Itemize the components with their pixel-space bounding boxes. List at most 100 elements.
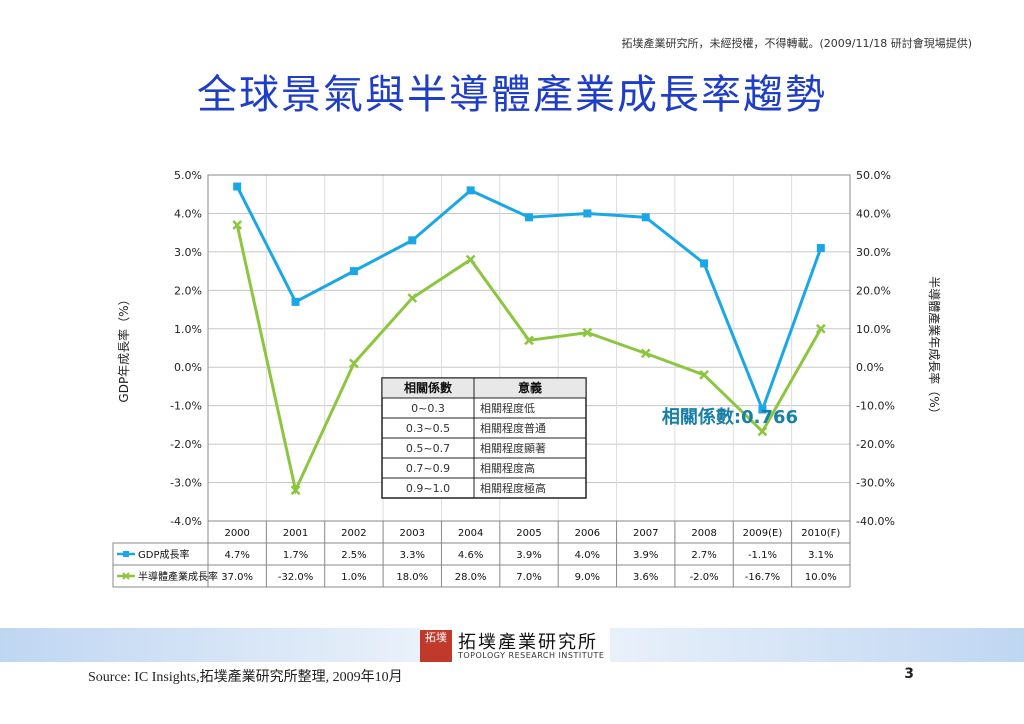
gdp-point [408, 236, 417, 245]
semiconductor-point [232, 220, 243, 230]
page-number: 3 [904, 666, 914, 682]
gdp-point [816, 244, 825, 253]
semiconductor-point [407, 293, 418, 303]
gdp-point [700, 259, 709, 268]
logo-mark: 拓墣 [420, 630, 452, 662]
data-label: 3.9% [516, 550, 541, 561]
semiconductor-point [699, 370, 709, 380]
data-label: 3.1% [808, 550, 833, 561]
semiconductor-point [582, 327, 593, 338]
x-category-label: 2000 [224, 528, 249, 539]
logo-name-en: TOPOLOGY RESEARCH INSTITUTE [458, 651, 605, 660]
correlation-table-cell: 相關程度極高 [480, 481, 546, 495]
data-label: 2.7% [691, 550, 716, 561]
correlation-table-cell: 0~0.3 [411, 402, 445, 415]
y-right-tick-label: 30.0% [856, 246, 891, 259]
x-category-label: 2003 [400, 528, 425, 539]
y-right-axis-title: 半導體產業年成長率（%） [927, 276, 942, 419]
correlation-table-cell: 0.5~0.7 [406, 442, 450, 455]
data-label: -2.0% [690, 572, 719, 583]
y-left-tick-label: 3.0% [174, 246, 202, 259]
gdp-point [291, 297, 300, 306]
y-right-tick-label: 40.0% [856, 207, 891, 220]
data-label: -1.1% [748, 550, 777, 561]
data-label: 4.6% [458, 550, 483, 561]
gdp-point [583, 209, 592, 218]
data-label: 4.7% [224, 550, 249, 561]
y-left-tick-label: 5.0% [174, 169, 202, 182]
correlation-table-header: 意義 [518, 380, 542, 395]
x-category-label: 2007 [633, 528, 658, 539]
data-label: 37.0% [221, 572, 253, 583]
correlation-table-header: 相關係數 [404, 380, 452, 395]
data-label: -16.7% [745, 572, 780, 583]
semiconductor-point [465, 254, 476, 265]
correlation-table-cell: 相關程度普通 [480, 421, 546, 435]
data-label: 7.0% [516, 572, 541, 583]
y-right-tick-label: -10.0% [856, 400, 895, 413]
y-right-tick-label: 50.0% [856, 169, 891, 182]
gdp-point [525, 213, 533, 222]
correlation-table-cell: 0.9~1.0 [406, 482, 450, 495]
data-label: 18.0% [396, 572, 428, 583]
data-label: 28.0% [455, 572, 487, 583]
y-left-tick-label: -3.0% [170, 477, 202, 490]
y-left-tick-label: -1.0% [170, 400, 202, 413]
x-category-label: 2008 [691, 528, 716, 539]
correlation-table-cell: 0.7~0.9 [406, 462, 450, 475]
source-note: Source: IC Insights,拓墣產業研究所整理, 2009年10月 [88, 670, 403, 685]
semiconductor-point [757, 426, 768, 437]
data-label: 2.5% [341, 550, 366, 561]
semiconductor-point [290, 485, 301, 496]
correlation-table-cell: 相關程度低 [480, 401, 535, 415]
data-label: -32.0% [278, 572, 313, 583]
y-left-tick-label: 1.0% [174, 323, 202, 336]
gdp-point [758, 405, 767, 414]
logo-name-zh: 拓墣產業研究所 [458, 632, 598, 653]
legend-marker [123, 551, 129, 557]
y-right-tick-label: 20.0% [856, 284, 891, 297]
data-label: 4.0% [575, 550, 600, 561]
data-label: 3.9% [633, 550, 658, 561]
chart: 5.0% 50.0% 4.0% 40.0% 3.0% 30.0% 2.0% 20.0% 1.0%… [110, 165, 970, 595]
y-left-tick-label: 2.0% [174, 284, 202, 297]
y-right-tick-label: -30.0% [856, 477, 895, 490]
x-category-label: 2004 [458, 528, 483, 539]
semiconductor-point [524, 335, 534, 346]
gdp-point [233, 182, 242, 191]
legend-marker [122, 572, 130, 580]
gdp-point [466, 186, 475, 195]
x-category-label: 2002 [341, 528, 366, 539]
correlation-table-cell: 相關程度顯著 [480, 441, 546, 455]
y-left-tick-label: -2.0% [170, 438, 202, 451]
x-category-label: 2010(F) [801, 528, 840, 539]
y-left-tick-label: 4.0% [174, 207, 202, 220]
semiconductor-point [640, 348, 651, 359]
y-left-tick-label: 0.0% [174, 361, 202, 374]
copyright-notice: 拓墣產業研究所，未經授權，不得轉載。(2009/11/18 研討會現場提供) [621, 37, 972, 50]
gdp-point [349, 267, 358, 276]
y-right-tick-label: -20.0% [856, 438, 895, 451]
y-left-axis-title: GDP年成長率（%） [116, 293, 131, 402]
data-label: 9.0% [575, 572, 600, 583]
logo: 拓墣 拓墣產業研究所 TOPOLOGY RESEARCH INSTITUTE [420, 628, 610, 666]
semiconductor-point [349, 358, 359, 369]
legend-entry-2: 半導體產業成長率 [138, 570, 218, 583]
data-label: 1.7% [283, 550, 308, 561]
gdp-point [641, 213, 650, 222]
legend-entry-1: GDP成長率 [138, 548, 189, 561]
correlation-table-cell: 0.3~0.5 [406, 422, 450, 435]
y-right-tick-label: -40.0% [856, 515, 895, 528]
x-category-label: 2006 [575, 528, 600, 539]
x-category-label: 2001 [283, 528, 308, 539]
x-category-label: 2009(E) [743, 528, 783, 539]
chart-svg: 5.0% 50.0% 4.0% 40.0% 3.0% 30.0% 2.0% 20.0% 1.0%… [112, 169, 942, 588]
y-left-tick-label: -4.0% [170, 515, 202, 528]
slide-title: 全球景氣與半導體產業成長率趨勢 [197, 72, 827, 118]
data-label: 3.6% [633, 572, 658, 583]
correlation-coefficient-label: 相關係數:0.766 [662, 406, 798, 428]
correlation-table-cell: 相關程度高 [480, 461, 535, 475]
y-right-tick-label: 10.0% [856, 323, 891, 336]
y-right-tick-label: 0.0% [856, 361, 884, 374]
data-label: 10.0% [805, 572, 837, 583]
